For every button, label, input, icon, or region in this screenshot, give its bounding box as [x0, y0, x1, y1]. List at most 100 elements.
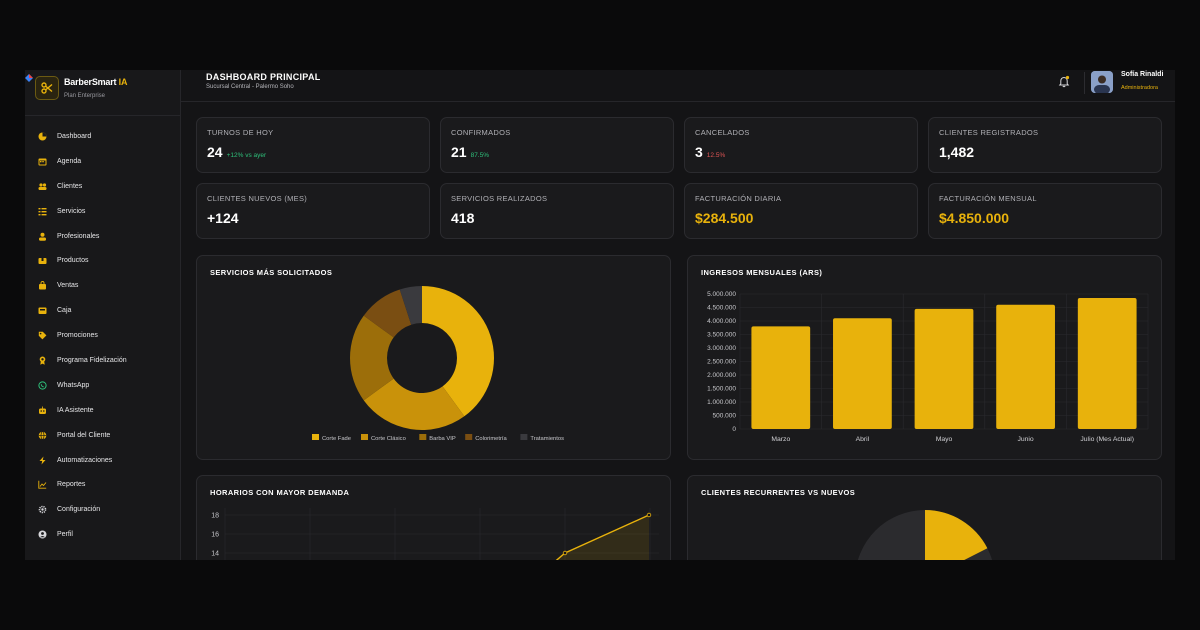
- stat-card: Facturación diaria $284.500: [684, 183, 918, 239]
- sidebar-item-label: Dashboard: [57, 132, 92, 140]
- app-window: BarberSmart IA Plan Enterprise Dashboard…: [25, 70, 1175, 560]
- robot-icon: [38, 406, 47, 415]
- legend-label[interactable]: Tratamientos: [530, 436, 564, 442]
- panel-title: INGRESOS MENSUALES (ARS): [701, 268, 823, 277]
- sidebar: BarberSmart IA Plan Enterprise Dashboard…: [25, 70, 181, 560]
- sidebar-item-label: Clientes: [57, 182, 83, 190]
- sidebar-item-promociones[interactable]: Promociones: [25, 323, 181, 348]
- sidebar-item-label: Productos: [57, 257, 89, 265]
- sidebar-item-label: Perfil: [57, 531, 73, 539]
- list-icon: [38, 207, 47, 216]
- brand-plan: Plan Enterprise: [64, 93, 106, 99]
- sidebar-item-whatsapp[interactable]: WhatsApp: [25, 373, 181, 398]
- stat-card: Confirmados 21 87.5%: [440, 117, 674, 173]
- legend-label[interactable]: Corte Fade: [322, 436, 351, 442]
- notification-dot-icon: [25, 74, 33, 82]
- bar[interactable]: [1077, 298, 1137, 429]
- y-tick-label: 16: [211, 532, 219, 539]
- stat-card: Clientes nuevos (mes) +124: [196, 183, 430, 239]
- y-tick-label: 14: [211, 551, 219, 558]
- sidebar-item-label: Automatizaciones: [57, 456, 113, 464]
- panel-title: SERVICIOS MÁS SOLICITADOS: [210, 268, 333, 277]
- stat-value: +124: [207, 210, 239, 226]
- sidebar-item-automatizaciones[interactable]: Automatizaciones: [25, 448, 181, 473]
- sidebar-item-label: Agenda: [57, 157, 82, 165]
- sidebar-item-productos[interactable]: Productos: [25, 248, 181, 273]
- page-title: DASHBOARD PRINCIPAL: [206, 72, 321, 82]
- stat-label: Clientes registrados: [939, 128, 1039, 137]
- bar[interactable]: [996, 304, 1055, 429]
- legend-label[interactable]: Corte Clásico: [371, 436, 406, 442]
- hours-line-chart: 14 16 18: [211, 508, 659, 560]
- whatsapp-icon: [38, 381, 47, 390]
- bag-icon: [38, 281, 47, 290]
- panel-title: CLIENTES RECURRENTES VS NUEVOS: [701, 488, 856, 497]
- bell-icon[interactable]: [1057, 75, 1071, 89]
- y-tick-label: 5.000.000: [707, 291, 736, 298]
- y-tick-label: 4.000.000: [707, 318, 736, 325]
- box-icon: [38, 256, 47, 265]
- brand-name: BarberSmart IA: [64, 77, 128, 87]
- sidebar-item-configuración[interactable]: Configuración: [25, 497, 181, 522]
- sidebar-item-ia-asistente[interactable]: IA Asistente: [25, 398, 181, 423]
- legend-swatch: [465, 434, 473, 440]
- brand-header: BarberSmart IA Plan Enterprise: [25, 70, 181, 116]
- avatar[interactable]: [1091, 71, 1113, 93]
- sidebar-item-perfil[interactable]: Perfil: [25, 522, 181, 547]
- bolt-icon: [38, 456, 47, 465]
- stat-card: Clientes registrados 1,482: [928, 117, 1162, 173]
- x-tick-label: Marzo: [771, 436, 790, 443]
- stat-label: Facturación diaria: [695, 194, 782, 203]
- legend-swatch: [361, 434, 368, 440]
- stat-card: Facturación mensual $4.850.000: [928, 183, 1162, 239]
- sidebar-item-label: Configuración: [57, 506, 101, 514]
- sidebar-item-label: Reportes: [57, 481, 86, 489]
- sidebar-item-label: Ventas: [57, 282, 79, 290]
- stat-label: Facturación mensual: [939, 194, 1037, 203]
- sidebar-item-label: IA Asistente: [57, 406, 94, 414]
- stat-card: Turnos de hoy 24 +12% vs ayer: [196, 117, 430, 173]
- donut-slice-2[interactable]: [350, 315, 394, 401]
- stat-label: Turnos de hoy: [207, 128, 274, 137]
- legend-swatch: [419, 434, 427, 440]
- line-point[interactable]: [562, 550, 568, 556]
- user-icon: [38, 232, 47, 241]
- bar[interactable]: [751, 326, 811, 429]
- sidebar-item-programa-fidelización[interactable]: Programa Fidelización: [25, 348, 181, 373]
- sidebar-item-caja[interactable]: Caja: [25, 298, 181, 323]
- stat-value: $4.850.000: [939, 210, 1010, 226]
- sidebar-item-agenda[interactable]: Agenda: [25, 149, 181, 174]
- sidebar-item-clientes[interactable]: Clientes: [25, 174, 181, 199]
- sidebar-item-servicios[interactable]: Servicios: [25, 199, 181, 224]
- sidebar-item-label: Promociones: [57, 332, 98, 340]
- stat-label: Cancelados: [695, 128, 750, 137]
- user-role: Administradora: [1121, 85, 1158, 91]
- sidebar-item-ventas[interactable]: Ventas: [25, 273, 181, 298]
- bar[interactable]: [833, 318, 892, 429]
- y-tick-label: 0: [732, 426, 736, 433]
- line-point[interactable]: [646, 512, 652, 518]
- bar[interactable]: [914, 308, 974, 429]
- donut-slice-3[interactable]: [363, 289, 412, 338]
- donut-slice-0[interactable]: [422, 286, 494, 417]
- page-subtitle: Sucursal Central - Palermo Soho: [206, 84, 294, 90]
- legend-label[interactable]: Colorimetría: [475, 436, 507, 442]
- stat-label: Servicios realizados: [451, 194, 548, 203]
- sidebar-item-dashboard[interactable]: Dashboard: [25, 124, 181, 149]
- x-tick-label: Julio (Mes Actual): [1080, 436, 1134, 443]
- stat-value: 24 +12% vs ayer: [207, 144, 267, 160]
- sidebar-item-reportes[interactable]: Reportes: [25, 472, 181, 497]
- pie-slice-recurrent[interactable]: [925, 510, 988, 560]
- sidebar-item-profesionales[interactable]: Profesionales: [25, 224, 181, 249]
- donut-slice-1[interactable]: [363, 378, 465, 430]
- stat-delta: 87.5%: [470, 152, 490, 159]
- donut-slice-4[interactable]: [399, 286, 422, 325]
- services-donut-chart: Corte Fade Corte Clásico Barba VIP Colorime…: [312, 286, 564, 442]
- stat-value: 3 12.5%: [695, 144, 726, 160]
- y-tick-label: 2.000.000: [707, 372, 736, 379]
- scissors-logo-icon[interactable]: [35, 76, 59, 100]
- legend-swatch: [520, 434, 528, 440]
- x-tick-label: Junio: [1017, 436, 1033, 443]
- legend-label[interactable]: Barba VIP: [429, 436, 456, 442]
- sidebar-item-portal-del-cliente[interactable]: Portal del Cliente: [25, 423, 181, 448]
